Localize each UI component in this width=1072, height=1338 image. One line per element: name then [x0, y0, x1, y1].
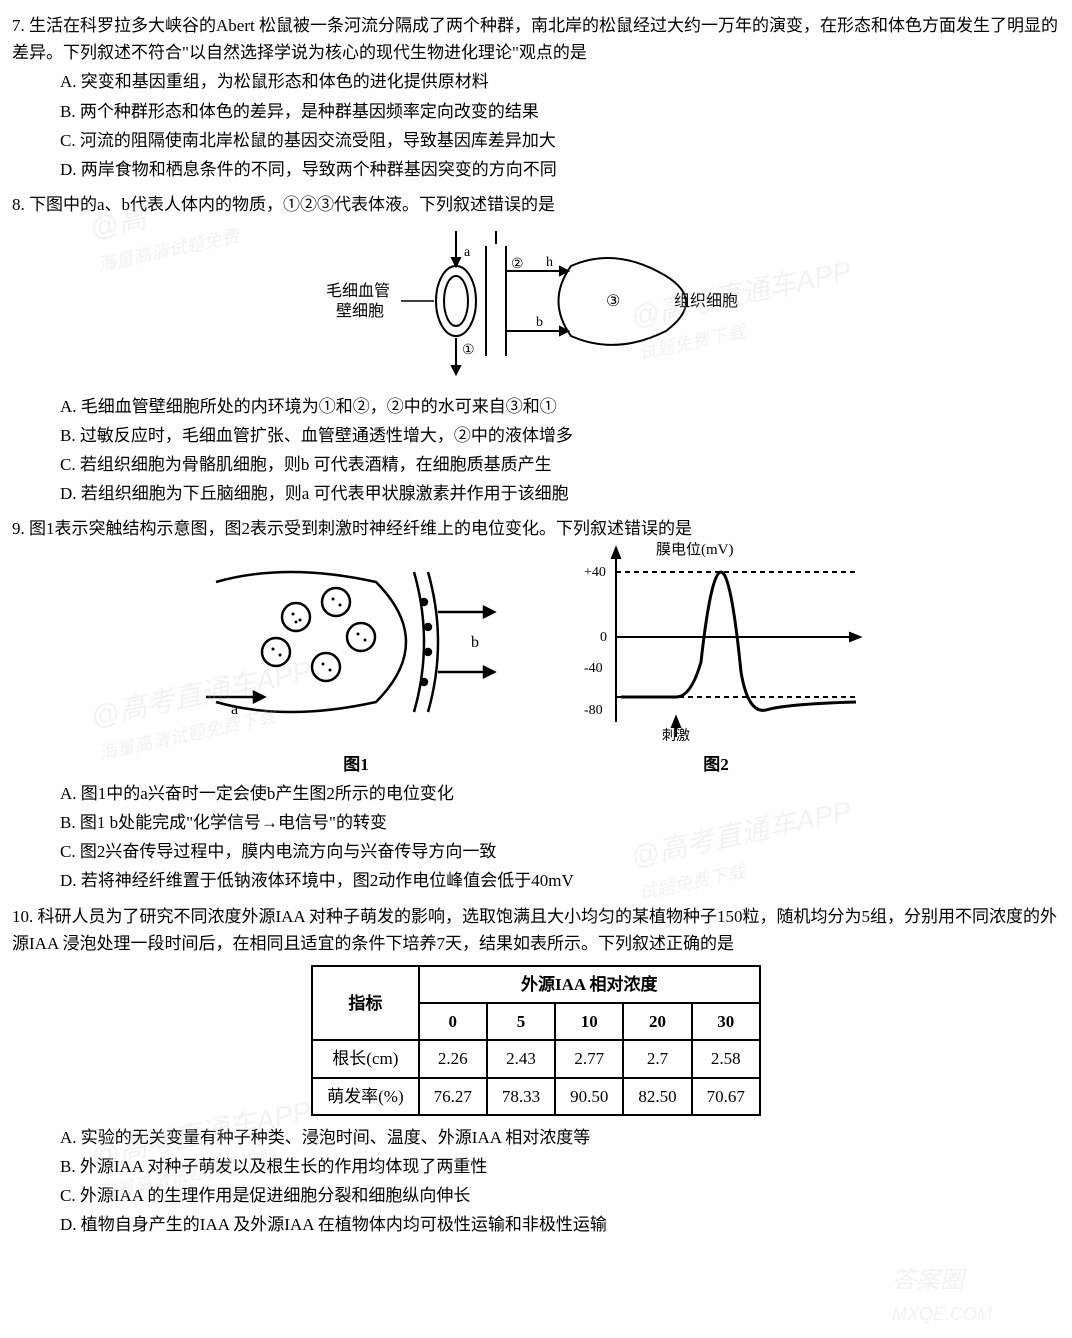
- question-number: 9.: [12, 519, 25, 538]
- option-b: B. 外源IAA 对种子萌发以及根生长的作用均体现了两重性: [60, 1153, 1060, 1180]
- svg-text:-40: -40: [584, 661, 603, 676]
- col-2: 10: [555, 1003, 623, 1040]
- option-b: B. 两个种群形态和体色的差异，是种群基因频率定向改变的结果: [60, 98, 1060, 125]
- svg-text:②: ②: [511, 257, 524, 272]
- question-stem: 8. 下图中的a、b代表人体内的物质，①②③代表体液。下列叙述错误的是: [12, 191, 1060, 218]
- option-d: D. 若将神经纤维置于低钠液体环境中，图2动作电位峰值会低于40mV: [60, 867, 1060, 894]
- svg-text:0: 0: [600, 630, 607, 645]
- figures-q9: a b 图1: [12, 542, 1060, 777]
- fig1-caption: 图1: [206, 751, 506, 778]
- question-number: 7.: [12, 16, 25, 35]
- iaa-table: 指标 外源IAA 相对浓度 0 5 10 20 30 根长(cm) 2.26 2…: [311, 965, 761, 1116]
- question-7: 7. 生活在科罗拉多大峡谷的Abert 松鼠被一条河流分隔成了两个种群，南北岸的…: [12, 12, 1060, 183]
- option-c: C. 若组织细胞为骨骼肌细胞，则b 可代表酒精，在细胞质基质产生: [60, 451, 1060, 478]
- svg-text:毛细血管: 毛细血管: [326, 282, 390, 300]
- question-10: 10. 科研人员为了研究不同浓度外源IAA 对种子萌发的影响，选取饱满且大小均匀…: [12, 903, 1060, 1239]
- option-b: B. 过敏反应时，毛细血管扩张、血管壁通透性增大，②中的液体增多: [60, 422, 1060, 449]
- figure-1: a b 图1: [206, 542, 506, 777]
- options: A. 毛细血管壁细胞所处的内环境为①和②，②中的水可来自③和① B. 过敏反应时…: [60, 393, 1060, 508]
- options: A. 图1中的a兴奋时一定会使b产生图2所示的电位变化 B. 图1 b处能完成"…: [60, 780, 1060, 895]
- table-row: 根长(cm) 2.26 2.43 2.77 2.7 2.58: [312, 1040, 760, 1077]
- question-stem: 10. 科研人员为了研究不同浓度外源IAA 对种子萌发的影响，选取饱满且大小均匀…: [12, 903, 1060, 957]
- svg-text:③: ③: [606, 293, 620, 310]
- question-number: 10.: [12, 907, 33, 926]
- option-c: C. 外源IAA 的生理作用是促进细胞分裂和细胞纵向伸长: [60, 1182, 1060, 1209]
- svg-text:b: b: [536, 315, 543, 330]
- svg-text:①: ①: [462, 343, 475, 358]
- table-row: 萌发率(%) 76.27 78.33 90.50 82.50 70.67: [312, 1078, 760, 1115]
- svg-text:组织细胞: 组织细胞: [674, 292, 738, 310]
- option-b: B. 图1 b处能完成"化学信号→电信号"的转变: [60, 809, 1060, 836]
- svg-text:h: h: [546, 255, 553, 270]
- stimulus-label: 刺激: [662, 727, 690, 742]
- ylabel: 膜电位(mV): [656, 542, 734, 558]
- col-0: 0: [419, 1003, 487, 1040]
- stem-text: 生活在科罗拉多大峡谷的Abert 松鼠被一条河流分隔成了两个种群，南北岸的松鼠经…: [12, 16, 1058, 62]
- svg-text:壁细胞: 壁细胞: [336, 301, 384, 320]
- option-a: A. 毛细血管壁细胞所处的内环境为①和②，②中的水可来自③和①: [60, 393, 1060, 420]
- action-potential-chart: 膜电位(mV) +40 0 -40 -80 刺激: [566, 542, 866, 742]
- svg-text:+40: +40: [584, 565, 606, 580]
- option-c: C. 图2兴奋传导过程中，膜内电流方向与兴奋传导方向一致: [60, 838, 1060, 865]
- col-1: 5: [487, 1003, 555, 1040]
- option-c: C. 河流的阻隔使南北岸松鼠的基因交流受阻，导致基因库差异加大: [60, 127, 1060, 154]
- row-label: 萌发率(%): [312, 1078, 418, 1115]
- svg-text:a: a: [231, 701, 238, 718]
- options: A. 突变和基因重组，为松鼠形态和体色的进化提供原材料 B. 两个种群形态和体色…: [60, 68, 1060, 183]
- question-stem: 7. 生活在科罗拉多大峡谷的Abert 松鼠被一条河流分隔成了两个种群，南北岸的…: [12, 12, 1060, 66]
- stem-text: 图1表示突触结构示意图，图2表示受到刺激时神经纤维上的电位变化。下列叙述错误的是: [29, 519, 692, 538]
- row-label-header: 指标: [312, 966, 418, 1040]
- option-d: D. 植物自身产生的IAA 及外源IAA 在植物体内均可极性运输和非极性运输: [60, 1211, 1060, 1238]
- option-a: A. 实验的无关变量有种子种类、浸泡时间、温度、外源IAA 相对浓度等: [60, 1124, 1060, 1151]
- options: A. 实验的无关变量有种子种类、浸泡时间、温度、外源IAA 相对浓度等 B. 外…: [60, 1124, 1060, 1239]
- row-label: 根长(cm): [312, 1040, 418, 1077]
- option-a: A. 突变和基因重组，为松鼠形态和体色的进化提供原材料: [60, 68, 1060, 95]
- question-stem: 9. 图1表示突触结构示意图，图2表示受到刺激时神经纤维上的电位变化。下列叙述错…: [12, 515, 1060, 542]
- fig2-caption: 图2: [566, 751, 866, 778]
- question-9: 9. 图1表示突触结构示意图，图2表示受到刺激时神经纤维上的电位变化。下列叙述错…: [12, 515, 1060, 894]
- watermark: 答案圈MXQE.COM: [892, 1262, 992, 1329]
- group-header: 外源IAA 相对浓度: [419, 966, 760, 1003]
- option-a: A. 图1中的a兴奋时一定会使b产生图2所示的电位变化: [60, 780, 1060, 807]
- capillary-diagram: a ② ③ ① b h 组织细胞 毛细血管 壁细胞: [306, 226, 766, 376]
- option-d: D. 两岸食物和栖息条件的不同，导致两个种群基因突变的方向不同: [60, 156, 1060, 183]
- svg-text:a: a: [464, 245, 471, 260]
- question-number: 8.: [12, 195, 25, 214]
- col-4: 30: [692, 1003, 760, 1040]
- option-d: D. 若组织细胞为下丘脑细胞，则a 可代表甲状腺激素并作用于该细胞: [60, 480, 1060, 507]
- svg-text:-80: -80: [584, 703, 603, 718]
- exam-page: @高海量高清试题免费 @高考直通车APP试题免费下载 @高考直通车APP海量高清…: [12, 12, 1060, 1238]
- question-8: 8. 下图中的a、b代表人体内的物质，①②③代表体液。下列叙述错误的是: [12, 191, 1060, 507]
- synapse-diagram: a b: [206, 542, 506, 742]
- stem-text: 下图中的a、b代表人体内的物质，①②③代表体液。下列叙述错误的是: [29, 195, 555, 214]
- figure-q8: a ② ③ ① b h 组织细胞 毛细血管 壁细胞: [12, 226, 1060, 384]
- figure-2: 膜电位(mV) +40 0 -40 -80 刺激 图2: [566, 542, 866, 777]
- table-header-row: 指标 外源IAA 相对浓度: [312, 966, 760, 1003]
- col-3: 20: [623, 1003, 691, 1040]
- svg-text:b: b: [471, 634, 479, 651]
- stem-text: 科研人员为了研究不同浓度外源IAA 对种子萌发的影响，选取饱满且大小均匀的某植物…: [12, 907, 1057, 953]
